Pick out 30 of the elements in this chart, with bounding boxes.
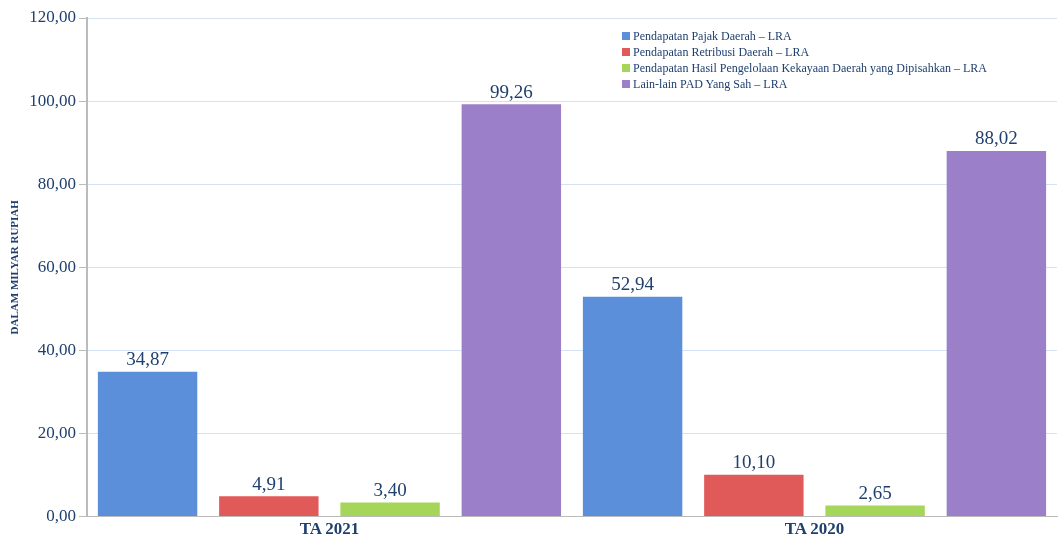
x-tick-label: TA 2020 [784,519,845,539]
y-tick-label: 60,00 [37,256,76,276]
data-label: 34,87 [126,348,169,370]
data-label: 99,26 [489,80,533,102]
y-tick-label: 120,00 [29,7,76,27]
bar [704,474,804,517]
bar [582,296,683,517]
bar [461,104,562,517]
legend-label: Pendapatan Pajak Daerah – LRA [632,28,793,44]
legend-label: Pendapatan Retribusi Daerah – LRA [632,44,811,60]
data-label: 4,91 [252,472,286,494]
bar [946,150,1047,517]
data-label: 10,10 [732,451,776,473]
bar [825,505,925,517]
bar [219,496,319,517]
data-label: 88,02 [975,127,1018,149]
bar [97,371,198,517]
legend-label: Lain-lain PAD Yang Sah – LRA [632,76,789,92]
data-label: 52,94 [611,273,655,295]
legend-label: Pendapatan Hasil Pengelolaan Kekayaan Daerah yang Dipisahkan – LRA [632,60,987,76]
data-label: 2,65 [858,482,892,504]
bar [340,502,440,517]
y-tick-label: 40,00 [37,339,76,359]
data-label: 3,40 [373,478,407,500]
x-tick-label: TA 2021 [299,519,360,539]
y-axis-title: DALAM MILYAR RUPIAH [8,199,21,335]
y-tick-label: 80,00 [37,173,76,193]
y-tick-label: 100,00 [29,90,76,110]
y-tick-label: 0,00 [46,506,76,526]
y-tick-label: 20,00 [37,422,76,442]
